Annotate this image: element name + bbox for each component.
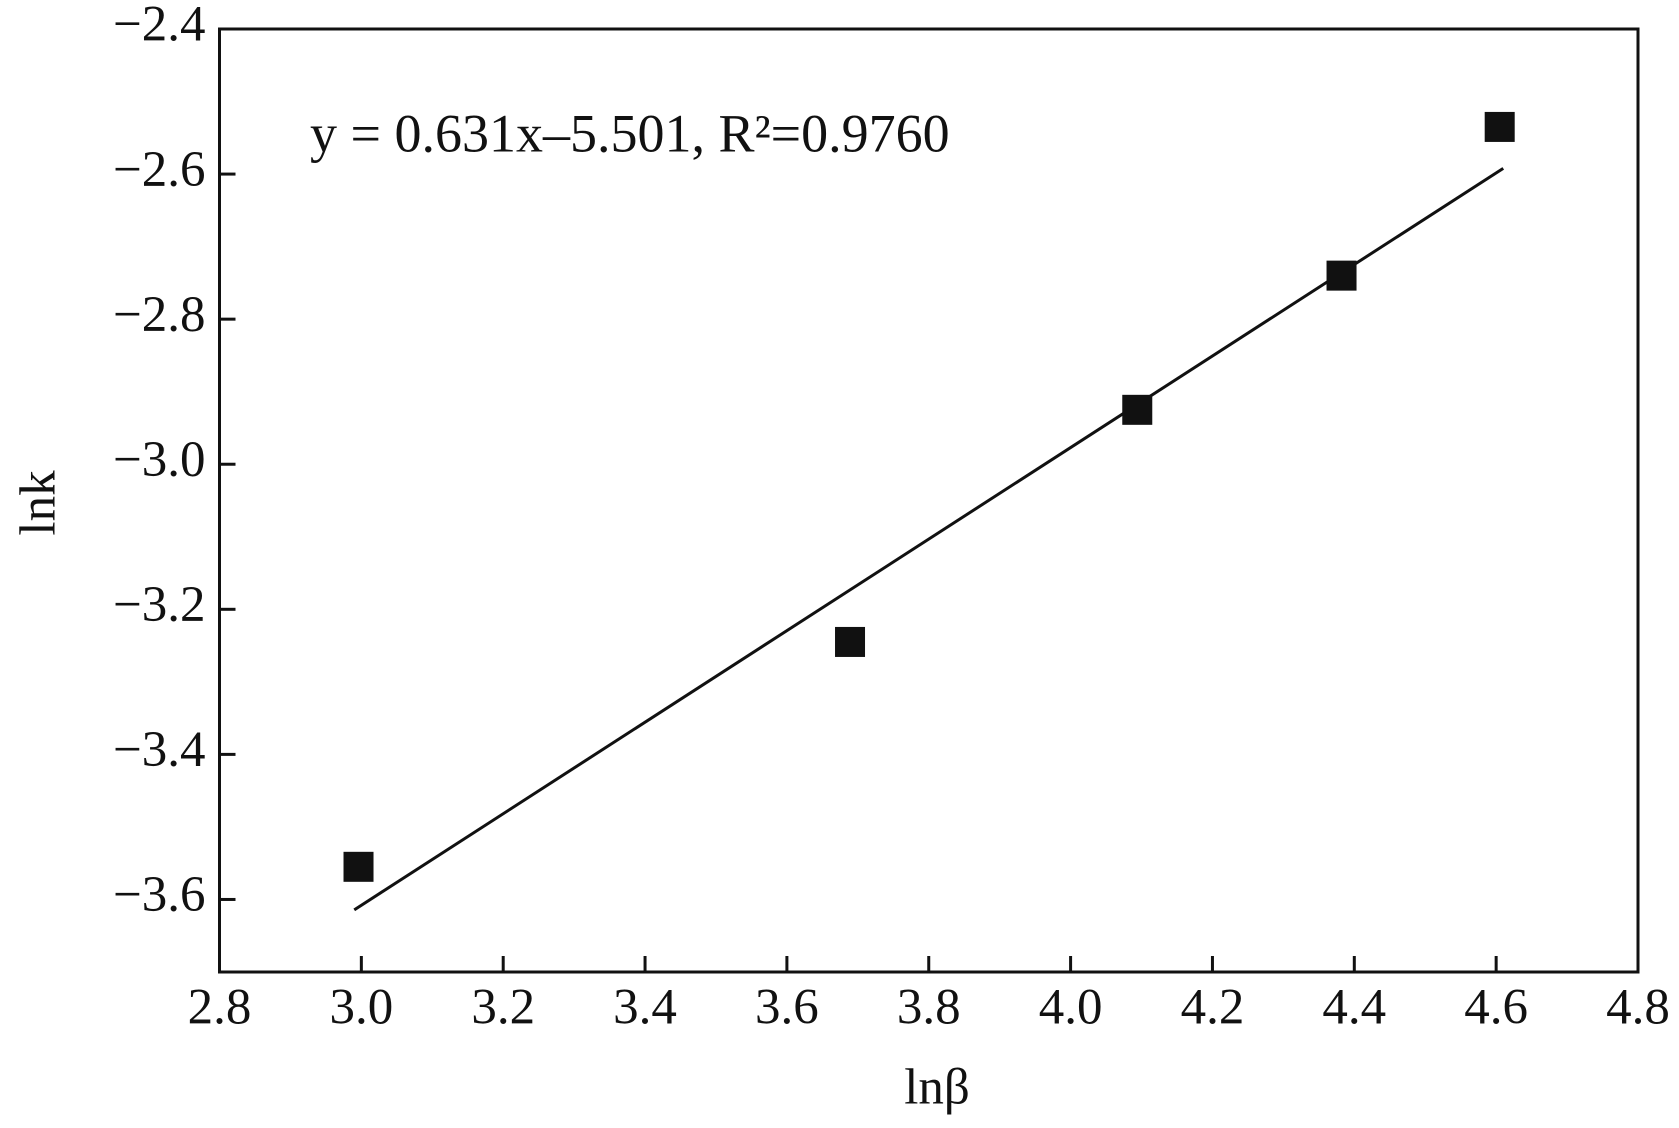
x-tick-label: 4.4 xyxy=(1322,980,1386,1036)
x-tick-label: 4.2 xyxy=(1181,980,1245,1036)
x-axis-title: lnβ xyxy=(904,1060,970,1116)
y-tick-label: −2.6 xyxy=(113,142,206,198)
x-tick-label: 4.8 xyxy=(1606,980,1670,1036)
x-tick-label: 3.0 xyxy=(329,980,393,1036)
point xyxy=(835,626,866,657)
point xyxy=(1326,260,1357,291)
point xyxy=(1484,111,1515,142)
fit-line xyxy=(353,167,1505,912)
x-tick-label: 2.8 xyxy=(188,980,252,1036)
annotation: y = 0.631x–5.501, R²=0.9760 xyxy=(310,103,950,163)
point xyxy=(343,851,374,882)
y-tick-label: −3.2 xyxy=(113,577,206,633)
y-tick-label: −3.0 xyxy=(113,432,206,488)
x-tick-label: 3.4 xyxy=(613,980,677,1036)
y-axis-title: lnk xyxy=(11,470,67,536)
x-tick-label: 3.8 xyxy=(897,980,961,1036)
x-tick-label: 4.0 xyxy=(1039,980,1103,1036)
y-tick-label: −3.6 xyxy=(113,867,206,923)
y-tick-label: −2.4 xyxy=(113,0,206,53)
y-tick-label: −3.4 xyxy=(113,722,206,778)
x-tick-label: 4.6 xyxy=(1464,980,1528,1036)
x-tick-label: 3.6 xyxy=(755,980,819,1036)
y-tick-label: −2.8 xyxy=(113,287,206,343)
point xyxy=(1122,394,1153,425)
x-tick-label: 3.2 xyxy=(471,980,535,1036)
plot-frame xyxy=(218,27,1640,974)
